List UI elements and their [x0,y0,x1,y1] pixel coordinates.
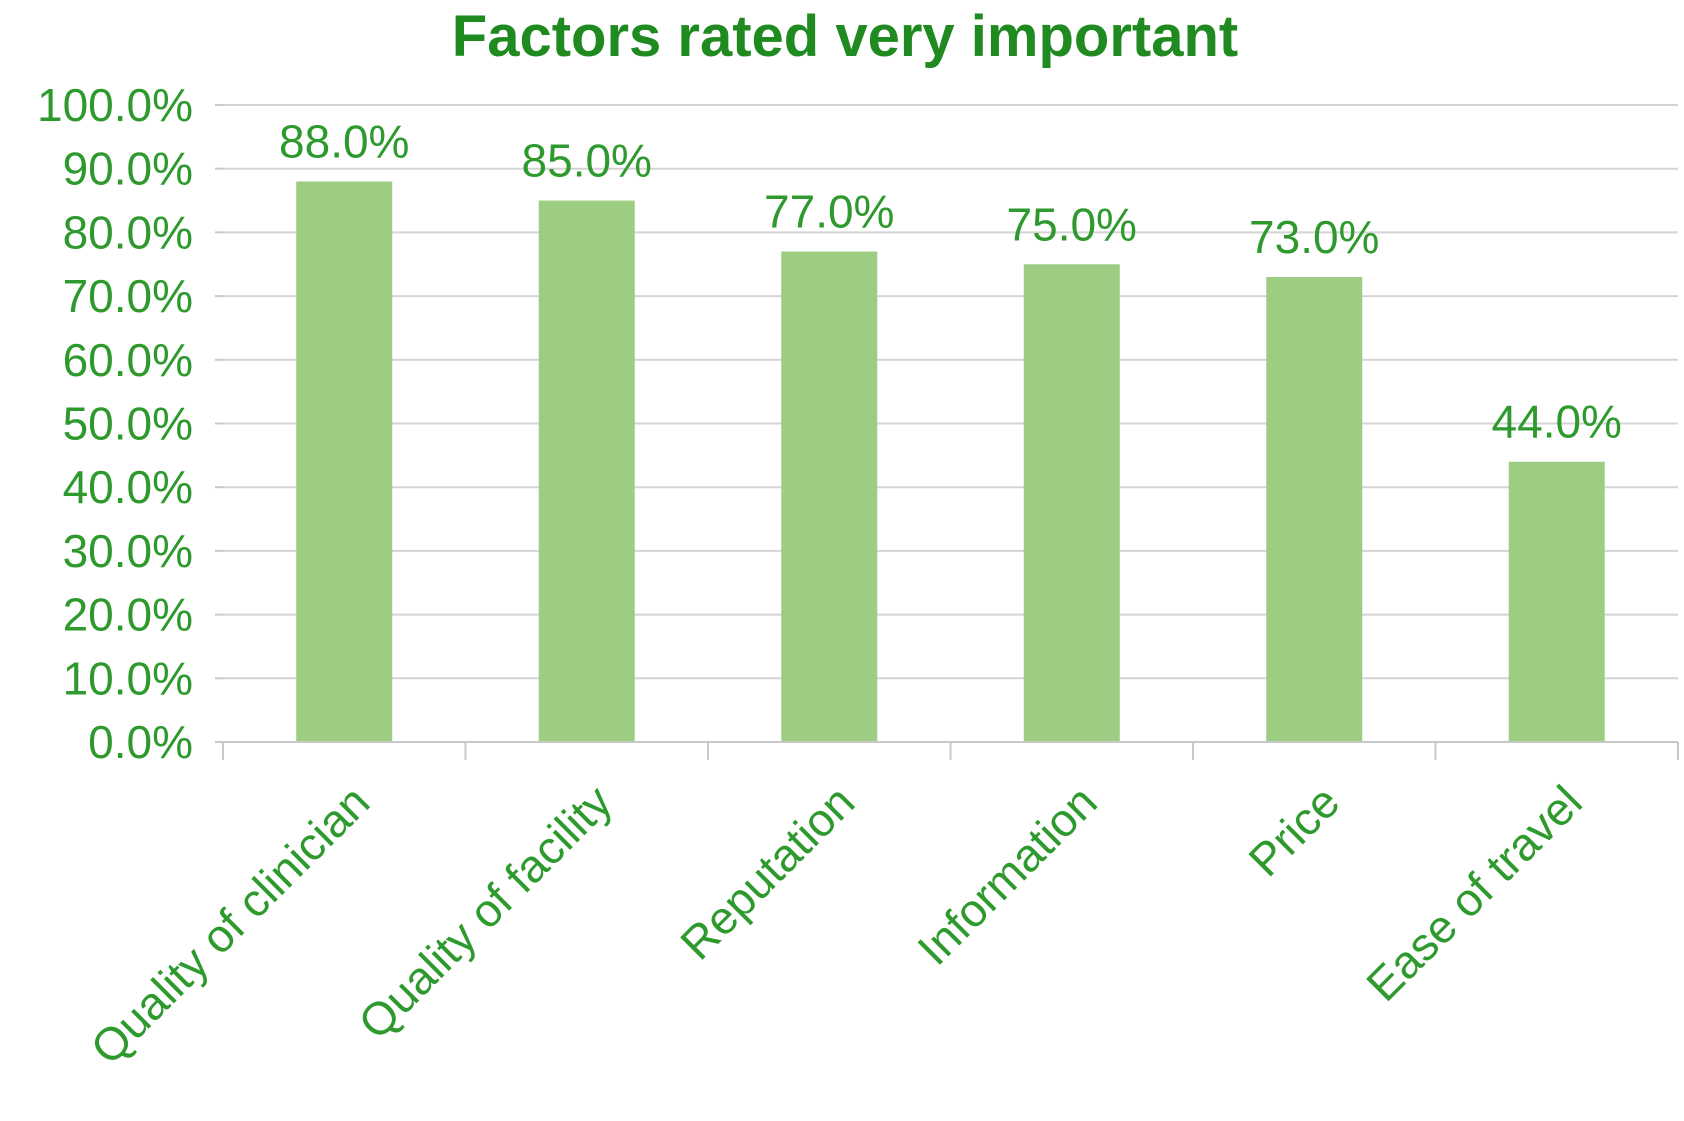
bar [781,251,878,742]
y-axis: 0.0% 10.0% 20.0% 30.0% 40.0% 50.0% 60.0% 70.0% 8… [37,79,223,768]
y-tick-label: 100.0% [37,79,193,131]
y-tick-label: 70.0% [63,270,193,322]
y-tick-label: 30.0% [63,525,193,577]
y-tick-label: 60.0% [63,334,193,386]
data-label: 75.0% [1007,198,1137,250]
y-tick-label: 90.0% [63,143,193,195]
y-tick-label: 50.0% [63,398,193,450]
y-tick-label: 40.0% [63,461,193,513]
data-labels: 88.0% 85.0% 77.0% 75.0% 73.0% 44.0% [279,115,1622,447]
data-label: 73.0% [1249,211,1379,263]
bar [1266,276,1363,742]
bar [538,200,635,743]
bar [296,181,393,742]
data-label: 88.0% [279,115,409,167]
y-tick-label: 10.0% [63,652,193,704]
gridlines [223,104,1678,680]
bar [1508,461,1605,742]
y-tick-label: 0.0% [88,716,193,768]
data-label: 44.0% [1492,396,1622,448]
data-label: 85.0% [522,135,652,187]
chart-title: Factors rated very important [452,4,1238,69]
y-tick-label: 80.0% [63,206,193,258]
data-label: 77.0% [764,186,894,238]
y-tick-label: 20.0% [63,589,193,641]
bar [1023,264,1120,742]
bars [296,181,1605,743]
